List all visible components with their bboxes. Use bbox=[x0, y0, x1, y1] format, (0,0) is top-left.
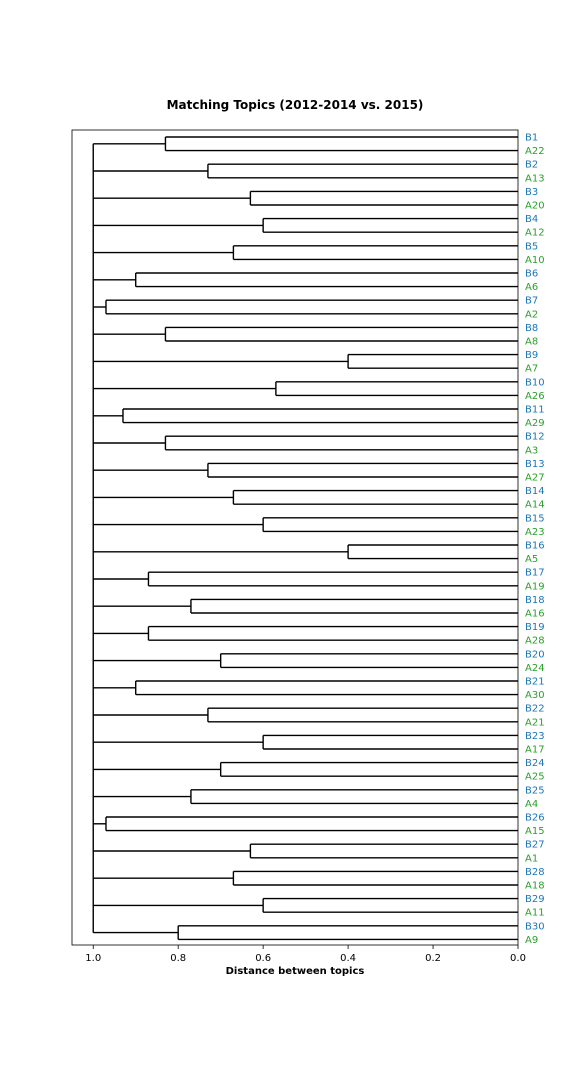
leaf-label-b1: B1 bbox=[525, 133, 538, 144]
leaf-label-b6: B6 bbox=[525, 269, 538, 280]
leaf-label-b25: B25 bbox=[525, 785, 545, 796]
leaf-label-a18: A18 bbox=[525, 881, 545, 892]
leaf-label-a1: A1 bbox=[525, 853, 538, 864]
leaf-label-b29: B29 bbox=[525, 894, 545, 905]
leaf-label-b7: B7 bbox=[525, 296, 538, 307]
leaf-label-a29: A29 bbox=[525, 418, 545, 429]
plot-frame bbox=[71, 129, 519, 946]
leaf-label-a25: A25 bbox=[525, 772, 545, 783]
leaf-label-a28: A28 bbox=[525, 636, 545, 647]
dendrogram-links bbox=[92, 136, 518, 941]
leaf-label-a4: A4 bbox=[525, 799, 538, 810]
leaf-label-b12: B12 bbox=[525, 432, 545, 443]
leaf-label-b15: B15 bbox=[525, 513, 545, 524]
leaf-label-a9: A9 bbox=[525, 935, 538, 946]
leaf-label-a17: A17 bbox=[525, 745, 545, 756]
leaf-label-b28: B28 bbox=[525, 867, 545, 878]
leaf-label-b30: B30 bbox=[525, 921, 545, 932]
leaf-label-b4: B4 bbox=[525, 214, 538, 225]
x-axis-label: Distance between topics bbox=[226, 966, 365, 977]
leaf-label-a27: A27 bbox=[525, 473, 545, 484]
leaf-label-a20: A20 bbox=[525, 201, 545, 212]
leaf-label-b13: B13 bbox=[525, 459, 545, 470]
leaf-label-a10: A10 bbox=[525, 255, 545, 266]
leaf-label-a24: A24 bbox=[525, 663, 545, 674]
x-tick-label: 0.6 bbox=[255, 953, 271, 964]
leaf-label-a26: A26 bbox=[525, 391, 545, 402]
leaf-label-a3: A3 bbox=[525, 445, 538, 456]
leaf-label-b23: B23 bbox=[525, 731, 545, 742]
leaf-label-b8: B8 bbox=[525, 323, 538, 334]
leaf-label-a16: A16 bbox=[525, 609, 545, 620]
leaf-label-a19: A19 bbox=[525, 581, 545, 592]
leaf-label-a8: A8 bbox=[525, 337, 538, 348]
leaf-label-b27: B27 bbox=[525, 840, 545, 851]
leaf-labels: B1 A22 B2 A13 B3 A20 B4 A12 B5 A10 B6 A6 B7 A2 B8 A8 B9 A… bbox=[525, 133, 545, 946]
leaf-label-b24: B24 bbox=[525, 758, 545, 769]
leaf-label-b20: B20 bbox=[525, 649, 545, 660]
leaf-label-a15: A15 bbox=[525, 826, 545, 837]
chart-title: Matching Topics (2012-2014 vs. 2015) bbox=[167, 98, 424, 112]
x-tick-label: 0.0 bbox=[510, 953, 526, 964]
leaf-label-b18: B18 bbox=[525, 595, 545, 606]
x-axis-ticks: 1.0 0.8 0.6 0.4 0.2 0.0 bbox=[85, 945, 526, 964]
leaf-label-b16: B16 bbox=[525, 541, 545, 552]
leaf-label-b17: B17 bbox=[525, 568, 545, 579]
leaf-label-a22: A22 bbox=[525, 146, 545, 157]
leaf-label-b5: B5 bbox=[525, 241, 538, 252]
x-tick-label: 0.8 bbox=[170, 953, 186, 964]
leaf-label-a13: A13 bbox=[525, 173, 545, 184]
leaf-label-a12: A12 bbox=[525, 228, 545, 239]
leaf-label-b11: B11 bbox=[525, 405, 545, 416]
leaf-label-a30: A30 bbox=[525, 690, 545, 701]
leaf-label-b19: B19 bbox=[525, 622, 545, 633]
x-tick-label: 0.2 bbox=[425, 953, 441, 964]
leaf-label-a2: A2 bbox=[525, 309, 538, 320]
leaf-label-b10: B10 bbox=[525, 377, 545, 388]
leaf-label-a14: A14 bbox=[525, 500, 545, 511]
leaf-label-b2: B2 bbox=[525, 160, 538, 171]
leaf-label-b21: B21 bbox=[525, 677, 545, 688]
leaf-label-a21: A21 bbox=[525, 717, 545, 728]
leaf-label-a7: A7 bbox=[525, 364, 538, 375]
leaf-label-a6: A6 bbox=[525, 282, 538, 293]
leaf-label-a11: A11 bbox=[525, 908, 545, 919]
leaf-label-a23: A23 bbox=[525, 527, 545, 538]
x-tick-label: 0.4 bbox=[340, 953, 356, 964]
leaf-label-b22: B22 bbox=[525, 704, 545, 715]
leaf-label-b26: B26 bbox=[525, 813, 545, 824]
x-tick-label: 1.0 bbox=[85, 953, 101, 964]
leaf-label-b3: B3 bbox=[525, 187, 538, 198]
leaf-label-a5: A5 bbox=[525, 554, 538, 565]
leaf-label-b14: B14 bbox=[525, 486, 545, 497]
leaf-label-b9: B9 bbox=[525, 350, 538, 361]
